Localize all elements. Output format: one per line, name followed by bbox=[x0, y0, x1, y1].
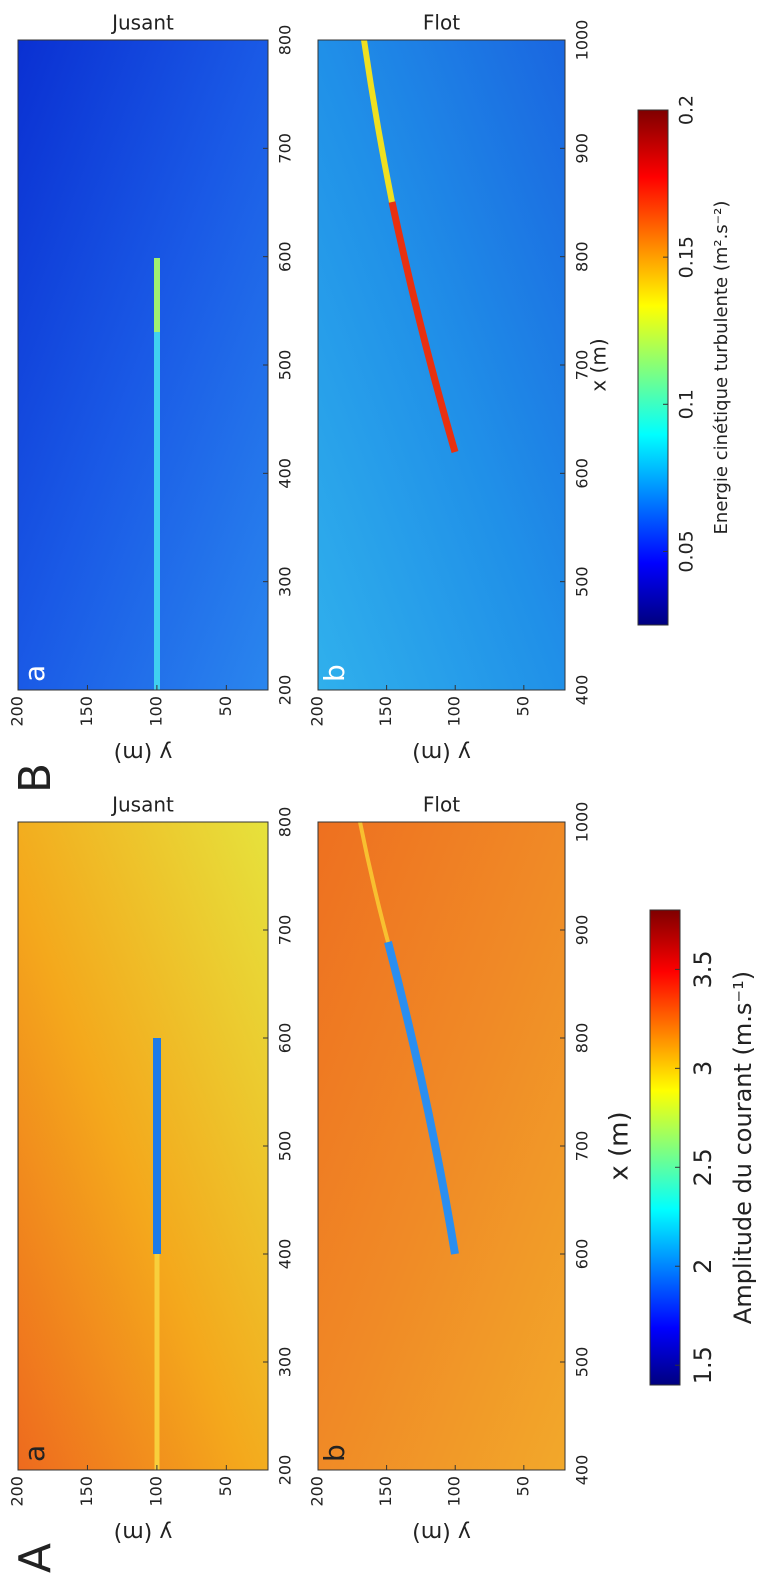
y-tick-label: 200 bbox=[8, 696, 27, 727]
x-tick-label: 700 bbox=[573, 350, 592, 381]
y-tick-label: 50 bbox=[216, 696, 235, 716]
colorbar-label: Amplitude du courant (m.s⁻¹) bbox=[729, 971, 757, 1324]
x-tick-label: 600 bbox=[276, 241, 295, 272]
x-tick-label: 500 bbox=[573, 1347, 592, 1378]
colorbar bbox=[649, 909, 681, 1386]
colorbar-tick-label: 2.5 bbox=[689, 1148, 717, 1186]
y-axis-label: y (m) bbox=[412, 740, 471, 765]
heatmap-field bbox=[18, 40, 268, 690]
y-axis-label: y (m) bbox=[114, 740, 173, 765]
colorbar-tick-label: 1.5 bbox=[689, 1346, 717, 1384]
wake bbox=[361, 39, 395, 203]
turbine-wake bbox=[384, 940, 459, 1255]
x-tick-label: 600 bbox=[573, 458, 592, 489]
y-tick-label: 200 bbox=[308, 1476, 327, 1507]
x-tick-label: 800 bbox=[276, 807, 295, 838]
y-tick-label: 200 bbox=[308, 696, 327, 727]
colorbar-tick-label: 0.15 bbox=[676, 236, 698, 278]
panel-title: Flot bbox=[423, 11, 460, 35]
colorbar-tick-label: 0.2 bbox=[676, 95, 698, 125]
x-tick-label: 800 bbox=[276, 25, 295, 56]
x-tick-label: 900 bbox=[573, 133, 592, 164]
x-tick-label: 300 bbox=[276, 566, 295, 597]
x-tick-label: 1000 bbox=[573, 802, 592, 843]
rotated-figure: A 200 300 400 500 600 700 800 50 100 150 200 y (m) a 4… bbox=[8, 20, 758, 1573]
y-tick-label: 100 bbox=[445, 696, 464, 727]
colorbar-label: Energie cinétique turbulente (m².s⁻²) bbox=[711, 201, 732, 535]
y-tick-label: 150 bbox=[77, 696, 96, 727]
y-tick-label: 100 bbox=[146, 696, 165, 727]
turbine-wake bbox=[388, 201, 459, 453]
part-label: A bbox=[10, 1543, 61, 1573]
x-tick-label: 800 bbox=[573, 1023, 592, 1054]
y-tick-label: 150 bbox=[376, 696, 395, 727]
panel-label: a bbox=[18, 1445, 51, 1462]
y-tick-label: 50 bbox=[513, 696, 532, 716]
x-tick-label: 700 bbox=[276, 133, 295, 164]
y-axis-label: y (m) bbox=[114, 1520, 173, 1545]
x-tick-label: 200 bbox=[276, 1455, 295, 1486]
y-tick-label: 50 bbox=[216, 1476, 235, 1496]
x-tick-label: 200 bbox=[276, 675, 295, 706]
y-tick-label: 150 bbox=[376, 1476, 395, 1507]
colorbar-tick-label: 0.1 bbox=[676, 389, 698, 419]
colorbar-tick-label: 3 bbox=[689, 1061, 717, 1076]
x-axis-label: x (m) bbox=[587, 338, 611, 391]
colorbar bbox=[637, 109, 669, 626]
panel-label: b bbox=[318, 1444, 351, 1462]
y-tick-label: 100 bbox=[146, 1476, 165, 1507]
panel-label: a bbox=[18, 665, 51, 682]
colorbar-tick-label: 2 bbox=[689, 1259, 717, 1274]
x-tick-label: 500 bbox=[573, 566, 592, 597]
panel-title: Jusant bbox=[110, 11, 174, 35]
x-tick-label: 600 bbox=[276, 1023, 295, 1054]
turbine-wake bbox=[153, 1038, 161, 1254]
x-tick-label: 600 bbox=[573, 1239, 592, 1270]
x-tick-label: 400 bbox=[276, 1239, 295, 1270]
x-tick-label: 500 bbox=[276, 350, 295, 381]
heatmap-field bbox=[18, 822, 268, 1470]
x-tick-label: 700 bbox=[276, 915, 295, 946]
y-tick-label: 50 bbox=[513, 1476, 532, 1496]
y-tick-label: 150 bbox=[77, 1476, 96, 1507]
x-tick-label: 800 bbox=[573, 241, 592, 272]
x-tick-label: 400 bbox=[573, 675, 592, 706]
panel-title: Jusant bbox=[110, 793, 174, 817]
panel-label: b bbox=[318, 664, 351, 682]
x-tick-label: 700 bbox=[573, 1131, 592, 1162]
wake bbox=[358, 821, 390, 943]
y-axis-label: y (m) bbox=[412, 1520, 471, 1545]
colorbar-tick-label: 3.5 bbox=[689, 950, 717, 988]
x-tick-label: 300 bbox=[276, 1347, 295, 1378]
x-axis-label: x (m) bbox=[605, 1111, 635, 1180]
colorbar-tick-label: 0.05 bbox=[676, 530, 698, 572]
y-tick-label: 200 bbox=[8, 1476, 27, 1507]
heatmap-field bbox=[318, 822, 565, 1470]
x-tick-label: 500 bbox=[276, 1131, 295, 1162]
x-tick-label: 400 bbox=[276, 458, 295, 489]
panel-title: Flot bbox=[423, 793, 460, 817]
y-tick-label: 100 bbox=[445, 1476, 464, 1507]
x-tick-label: 900 bbox=[573, 915, 592, 946]
x-tick-label: 1000 bbox=[573, 20, 592, 61]
heatmap-field bbox=[318, 40, 565, 690]
part-label: B bbox=[10, 763, 61, 793]
x-tick-label: 400 bbox=[573, 1455, 592, 1486]
